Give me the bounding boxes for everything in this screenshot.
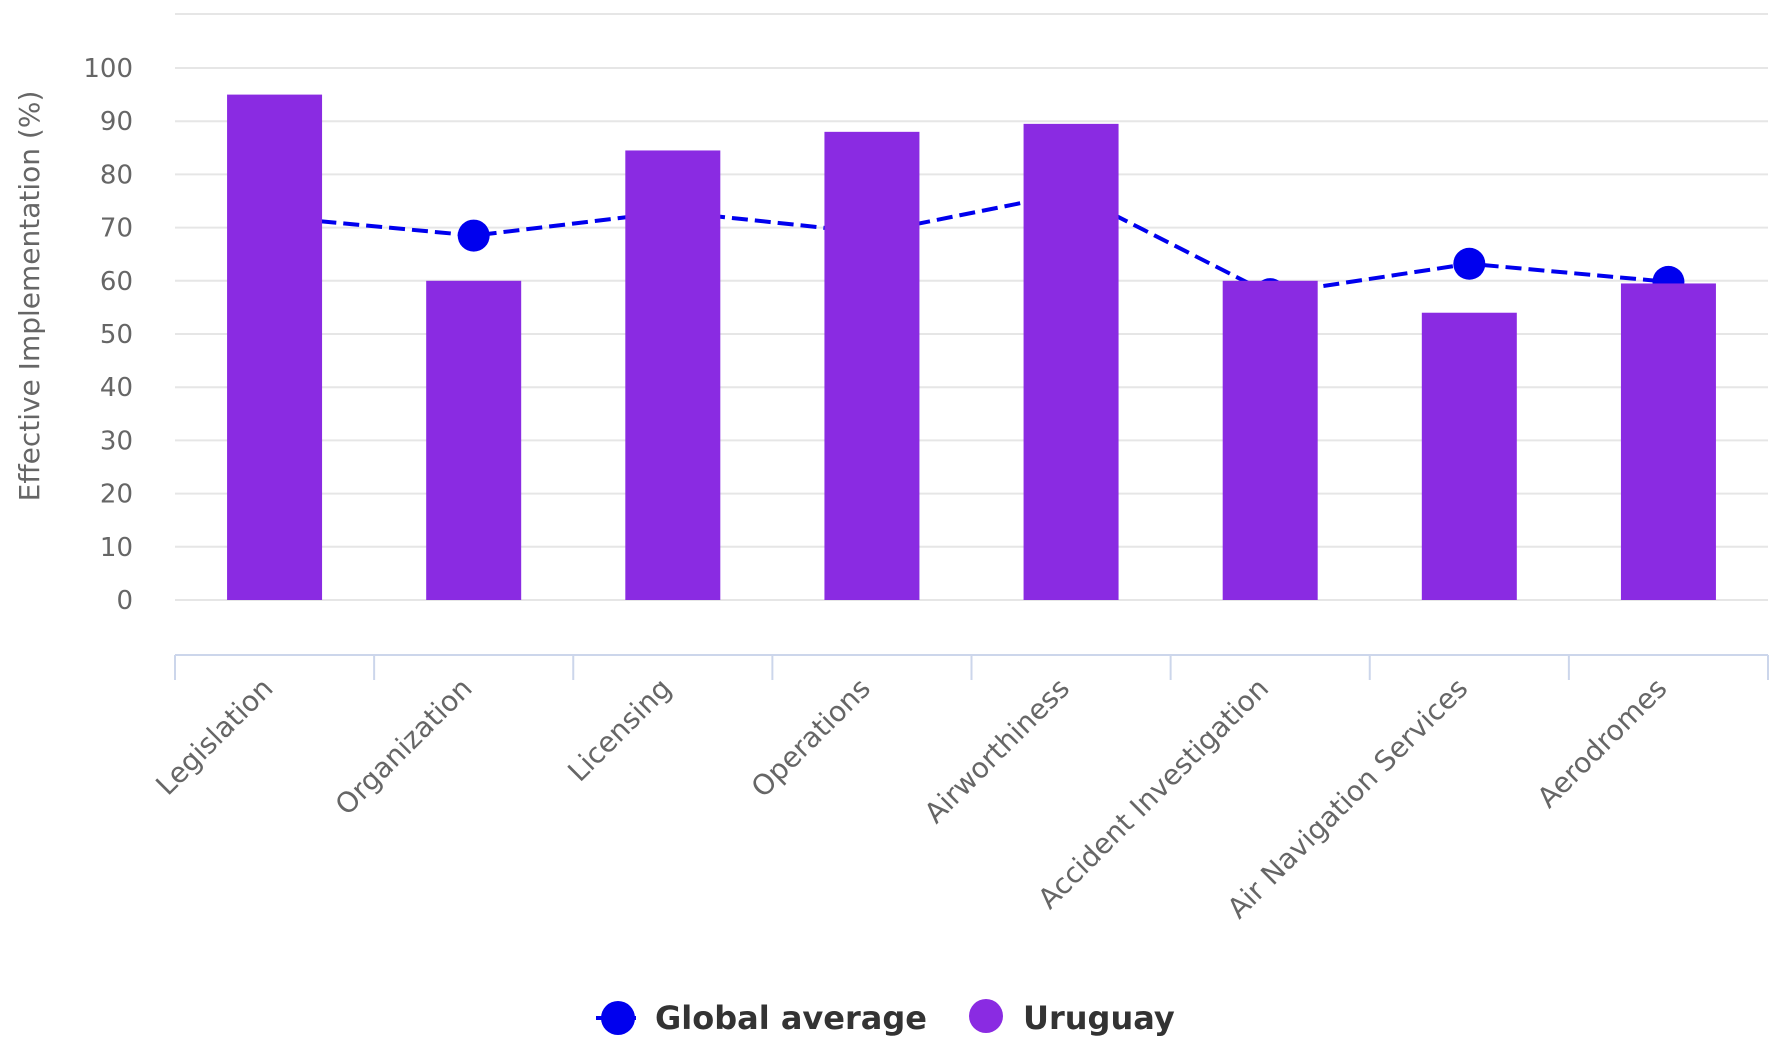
legend[interactable]: Global average Uruguay bbox=[596, 999, 1175, 1037]
uruguay-bar[interactable] bbox=[1222, 280, 1318, 600]
uruguay-bar[interactable] bbox=[824, 131, 920, 600]
x-axis bbox=[174, 654, 1769, 680]
legend-label-uruguay: Uruguay bbox=[1023, 999, 1175, 1037]
x-tick-label: Aerodromes bbox=[1531, 672, 1674, 815]
y-tick-label: 10 bbox=[100, 533, 133, 563]
x-tick-label: Airworthiness bbox=[918, 672, 1076, 830]
y-axis-ticks: 0 10 20 30 40 50 60 70 80 90 100 bbox=[83, 54, 133, 616]
y-tick-label: 80 bbox=[100, 160, 133, 190]
uruguay-bar[interactable] bbox=[227, 94, 323, 600]
uruguay-bar[interactable] bbox=[1620, 283, 1716, 600]
legend-dot-uruguay bbox=[969, 999, 1003, 1033]
legend-item-global-average[interactable]: Global average bbox=[596, 999, 927, 1037]
legend-label-global-average: Global average bbox=[655, 999, 927, 1037]
y-tick-label: 90 bbox=[100, 107, 133, 137]
y-tick-label: 60 bbox=[100, 267, 133, 297]
global-average-point[interactable] bbox=[457, 219, 490, 252]
x-tick-label: Accident Investigation bbox=[1031, 672, 1275, 916]
x-tick-label: Legislation bbox=[149, 672, 279, 802]
y-axis-label: Effective Implementation (%) bbox=[13, 91, 46, 502]
y-tick-label: 70 bbox=[100, 214, 133, 244]
y-tick-label: 30 bbox=[100, 426, 133, 456]
y-tick-label: 40 bbox=[100, 373, 133, 403]
y-tick-label: 100 bbox=[83, 54, 133, 84]
y-tick-label: 50 bbox=[100, 320, 133, 350]
legend-item-uruguay[interactable]: Uruguay bbox=[969, 999, 1175, 1037]
global-average-line bbox=[274, 190, 1669, 297]
x-tick-label: Licensing bbox=[561, 672, 677, 788]
uruguay-bar[interactable] bbox=[426, 280, 522, 600]
uruguay-bar[interactable] bbox=[1023, 123, 1119, 601]
uruguay-series[interactable] bbox=[227, 94, 1716, 601]
gridlines bbox=[175, 13, 1768, 601]
uruguay-bar[interactable] bbox=[1421, 312, 1517, 600]
x-tick-label: Operations bbox=[745, 672, 877, 804]
x-axis-ticks: Legislation Organization Licensing Operatio… bbox=[149, 672, 1673, 925]
x-tick-label: Organization bbox=[329, 672, 479, 822]
y-tick-label: 0 bbox=[116, 586, 133, 616]
global-average-point[interactable] bbox=[1453, 247, 1486, 280]
y-tick-label: 20 bbox=[100, 480, 133, 510]
legend-dot-global-average bbox=[601, 1001, 635, 1035]
uruguay-bar[interactable] bbox=[625, 150, 721, 600]
